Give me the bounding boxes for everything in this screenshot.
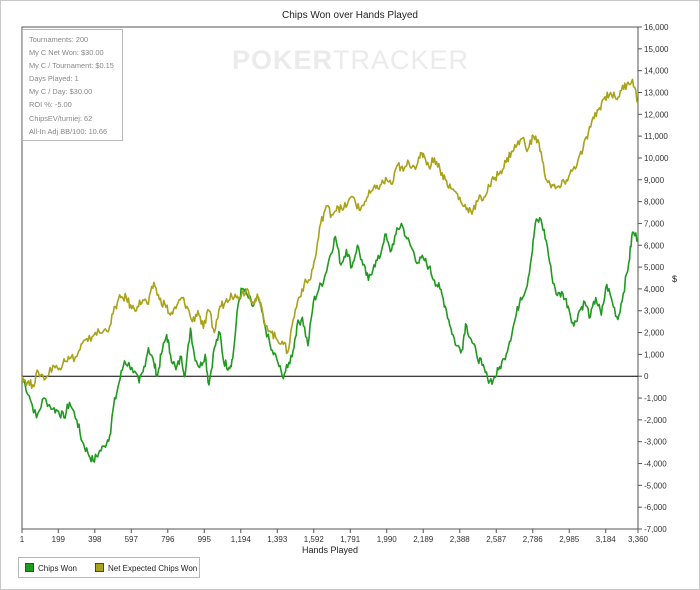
- y-tick-label: 4,000: [644, 285, 665, 294]
- x-tick-label: 2,985: [559, 535, 580, 544]
- legend-swatch-chips-won: [25, 563, 34, 572]
- stat-days-played: Days Played: 1: [29, 74, 79, 84]
- x-tick-label: 1,194: [231, 535, 252, 544]
- stat-per-day: My C / Day: $30.00: [29, 87, 93, 97]
- y-tick-label: 14,000: [644, 67, 669, 76]
- y-axis-label: $: [672, 274, 678, 284]
- x-tick-label: 796: [161, 535, 175, 544]
- stat-net-won: My C Net Won: $30.00: [29, 48, 104, 58]
- legend: Chips Won Net Expected Chips Won: [18, 557, 200, 578]
- y-tick-label: -2,000: [644, 416, 667, 425]
- stat-roi: ROI %: -5.00: [29, 100, 72, 110]
- stat-allin-adj: All-In Adj BB/100: 10.66: [29, 126, 108, 136]
- stat-per-tournament: My C / Tournament: $0.15: [29, 61, 114, 71]
- y-tick-label: -5,000: [644, 481, 667, 490]
- x-tick-label: 2,189: [413, 535, 434, 544]
- x-tick-label: 1: [20, 535, 25, 544]
- y-tick-label: 7,000: [644, 219, 665, 228]
- y-tick-label: 5,000: [644, 263, 665, 272]
- y-tick-label: -3,000: [644, 438, 667, 447]
- x-tick-label: 3,360: [628, 535, 649, 544]
- stats-box: Tournaments: 200 My C Net Won: $30.00 My…: [22, 29, 123, 141]
- y-tick-label: 10,000: [644, 154, 669, 163]
- plot-border: [21, 26, 639, 530]
- legend-label-net-expected: Net Expected Chips Won: [108, 564, 198, 573]
- x-tick-label: 995: [198, 535, 212, 544]
- y-tick-label: 9,000: [644, 176, 665, 185]
- x-tick-label: 1,791: [340, 535, 361, 544]
- legend-swatch-net-expected: [95, 563, 104, 572]
- stat-chipsev: ChipsEV/turniej: 62: [29, 113, 93, 123]
- legend-item-chips-won: Chips Won: [25, 563, 77, 573]
- y-tick-label: 6,000: [644, 241, 665, 250]
- y-tick-label: 8,000: [644, 198, 665, 207]
- pokertracker-watermark-logo: POKERTRACKER: [232, 45, 470, 75]
- series-line-chips-won: [21, 216, 639, 463]
- y-tick-label: -7,000: [644, 525, 667, 534]
- y-tick-label: 11,000: [644, 132, 668, 141]
- legend-label-chips-won: Chips Won: [38, 564, 77, 573]
- x-tick-label: 3,184: [596, 535, 617, 544]
- stat-tournaments: Tournaments: 200: [29, 35, 89, 44]
- x-tick-label: 2,388: [450, 535, 471, 544]
- x-tick-label: 597: [125, 535, 139, 544]
- y-tick-label: 2,000: [644, 329, 665, 338]
- y-tick-label: 3,000: [644, 307, 665, 316]
- y-tick-label: 13,000: [644, 88, 669, 97]
- x-tick-label: 1,990: [377, 535, 398, 544]
- x-tick-label: 2,587: [486, 535, 507, 544]
- x-tick-label: 1,393: [267, 535, 288, 544]
- y-tick-label: -6,000: [644, 503, 667, 512]
- x-tick-label: 199: [52, 535, 66, 544]
- y-tick-label: 15,000: [644, 45, 669, 54]
- x-tick-label: 1,592: [304, 535, 325, 544]
- y-tick-label: -1,000: [644, 394, 667, 403]
- y-tick-label: 16,000: [644, 23, 669, 32]
- y-tick-label: 0: [644, 372, 649, 381]
- series-line-net-expected-chips-won: [21, 78, 639, 390]
- y-tick-label: -4,000: [644, 460, 667, 469]
- legend-item-net-expected: Net Expected Chips Won: [95, 563, 197, 573]
- chart-title: Chips Won over Hands Played: [282, 10, 418, 21]
- x-tick-label: 398: [88, 535, 102, 544]
- x-axis-label: Hands Played: [301, 545, 359, 555]
- y-tick-label: 1,000: [644, 350, 665, 359]
- x-tick-label: 2,786: [523, 535, 544, 544]
- y-tick-label: 12,000: [644, 110, 669, 119]
